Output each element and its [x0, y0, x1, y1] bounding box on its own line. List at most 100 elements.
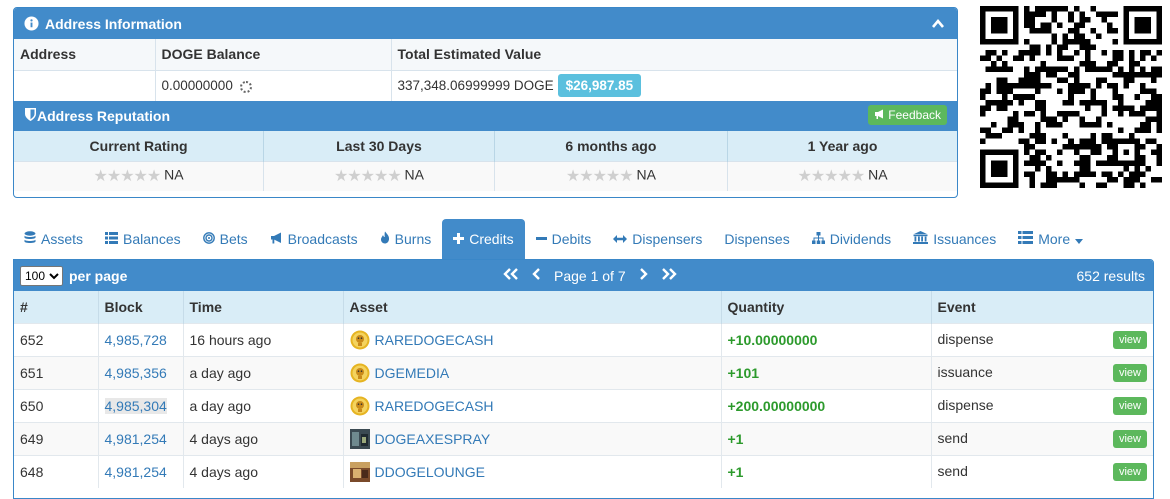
sitemap-icon [811, 231, 825, 247]
tab-burns-label: Burns [394, 231, 432, 247]
per-page-label: per page [69, 267, 128, 284]
feedback-button[interactable]: Feedback [868, 105, 947, 125]
feedback-label: Feedback [888, 108, 941, 122]
tab-bets[interactable]: Bets [192, 219, 259, 259]
row-time: 16 hours ago [183, 322, 344, 356]
caret-down-icon [1075, 231, 1084, 247]
table-row: 651 4,985,356 a day ago DGEMEDIA +101 issuanc… [14, 355, 1153, 389]
info-icon [24, 16, 39, 31]
view-button[interactable]: view [1112, 462, 1147, 481]
tab-credits[interactable]: Credits [442, 219, 525, 259]
block-link[interactable]: 4,985,728 [104, 331, 167, 348]
prev-page-icon[interactable] [532, 267, 542, 285]
view-button[interactable]: view [1112, 429, 1147, 448]
address-value [14, 69, 156, 101]
tab-burns[interactable]: Burns [369, 219, 443, 259]
database-icon [24, 231, 36, 247]
tab-balances-label: Balances [123, 231, 181, 247]
row-asset: DOGEAXESPRAY [343, 421, 722, 455]
rating-stars-icon: ★★★★★ [93, 168, 162, 186]
row-asset: DDOGELOUNGE [343, 454, 722, 488]
per-page-select[interactable]: 100 [20, 265, 63, 286]
col-quantity: Quantity [721, 291, 932, 323]
tab-credits-label: Credits [469, 231, 514, 247]
quantity-value: +1 [727, 463, 744, 480]
asset-link[interactable]: RAREDOGECASH [374, 331, 494, 348]
asset-link[interactable]: RAREDOGECASH [374, 397, 494, 414]
tab-dispensers[interactable]: Dispensers [602, 219, 713, 259]
row-num: 650 [14, 388, 99, 422]
rep-col-6months: 6 months ago [494, 131, 729, 161]
view-button[interactable]: view [1112, 396, 1147, 415]
block-link[interactable]: 4,981,254 [104, 430, 167, 447]
arrows-h-icon [613, 231, 628, 247]
address-info-panel: Address Information Address DOGE Balance… [13, 7, 958, 198]
tab-dispenses[interactable]: Dispenses [713, 219, 800, 259]
asset-link[interactable]: DOGEAXESPRAY [374, 430, 491, 447]
tab-assets[interactable]: Assets [13, 219, 94, 259]
rep-current-value: NA [164, 166, 184, 183]
tab-balances[interactable]: Balances [94, 219, 192, 259]
bullseye-icon [202, 231, 215, 247]
tab-more-label: More [1038, 231, 1071, 247]
col-time: Time [183, 291, 344, 323]
asset-icon [349, 428, 370, 449]
row-time: a day ago [183, 355, 344, 389]
rep-1year-cell: ★★★★★ NA [727, 160, 957, 191]
tab-broadcasts[interactable]: Broadcasts [259, 219, 369, 259]
table-row: 650 4,985,304 a day ago RAREDOGECASH +200.00… [14, 388, 1153, 422]
tab-debits-label: Debits [551, 231, 592, 247]
tab-issuances-label: Issuances [933, 231, 997, 247]
rep-col-current: Current Rating [14, 131, 265, 161]
tab-dividends[interactable]: Dividends [801, 219, 902, 259]
reputation-title: Address Reputation [37, 108, 171, 124]
row-quantity: +1 [721, 454, 932, 488]
event-value: send [937, 429, 968, 446]
row-time: 4 days ago [183, 454, 344, 488]
view-button[interactable]: view [1112, 363, 1147, 382]
asset-link[interactable]: DGEMEDIA [374, 364, 450, 381]
next-page-icon[interactable] [638, 267, 648, 285]
view-button[interactable]: view [1112, 330, 1147, 349]
row-event: issuance view [931, 355, 1153, 389]
row-event: dispense view [931, 388, 1153, 422]
rep-6months-value: NA [636, 166, 656, 183]
row-event: send view [931, 454, 1153, 488]
row-time: a day ago [183, 388, 344, 422]
table-row: 648 4,981,254 4 days ago DDOGELOUNGE +1 send v… [14, 454, 1153, 488]
reputation-header: Address Reputation Feedback [14, 101, 957, 131]
row-quantity: +1 [721, 421, 932, 455]
block-link[interactable]: 4,985,304 [104, 397, 167, 414]
quantity-value: +200.00000000 [727, 397, 826, 414]
list-header: 100 per page Page 1 of 7 652 results [14, 260, 1153, 291]
rep-6months-cell: ★★★★★ NA [494, 160, 729, 191]
row-event: dispense view [931, 322, 1153, 356]
chevron-up-icon[interactable] [931, 17, 945, 31]
row-quantity: +200.00000000 [721, 388, 932, 422]
row-block: 4,985,356 [98, 355, 184, 389]
quantity-value: +10.00000000 [727, 331, 818, 348]
tab-dispenses-label: Dispenses [724, 231, 790, 247]
asset-link[interactable]: DDOGELOUNGE [374, 463, 485, 480]
col-asset: Asset [343, 291, 722, 323]
tab-issuances[interactable]: Issuances [902, 219, 1007, 259]
last-page-icon[interactable] [660, 267, 678, 285]
rep-col-30days: Last 30 Days [263, 131, 495, 161]
bank-icon [913, 231, 929, 247]
asset-icon [350, 330, 370, 350]
tab-dispensers-label: Dispensers [632, 231, 703, 247]
row-quantity: +101 [721, 355, 932, 389]
block-link[interactable]: 4,985,356 [104, 364, 167, 381]
block-link[interactable]: 4,981,254 [104, 463, 167, 480]
quantity-value: +1 [727, 430, 744, 447]
rep-30days-value: NA [404, 166, 424, 183]
list-icon [105, 231, 119, 247]
row-num: 652 [14, 322, 99, 356]
row-block: 4,985,728 [98, 322, 184, 356]
first-page-icon[interactable] [502, 267, 520, 285]
row-asset: DGEMEDIA [343, 355, 722, 389]
tab-debits[interactable]: Debits [525, 219, 603, 259]
address-info-title: Address Information [45, 15, 182, 32]
plus-icon [453, 231, 465, 247]
tab-more[interactable]: More [1007, 219, 1094, 259]
